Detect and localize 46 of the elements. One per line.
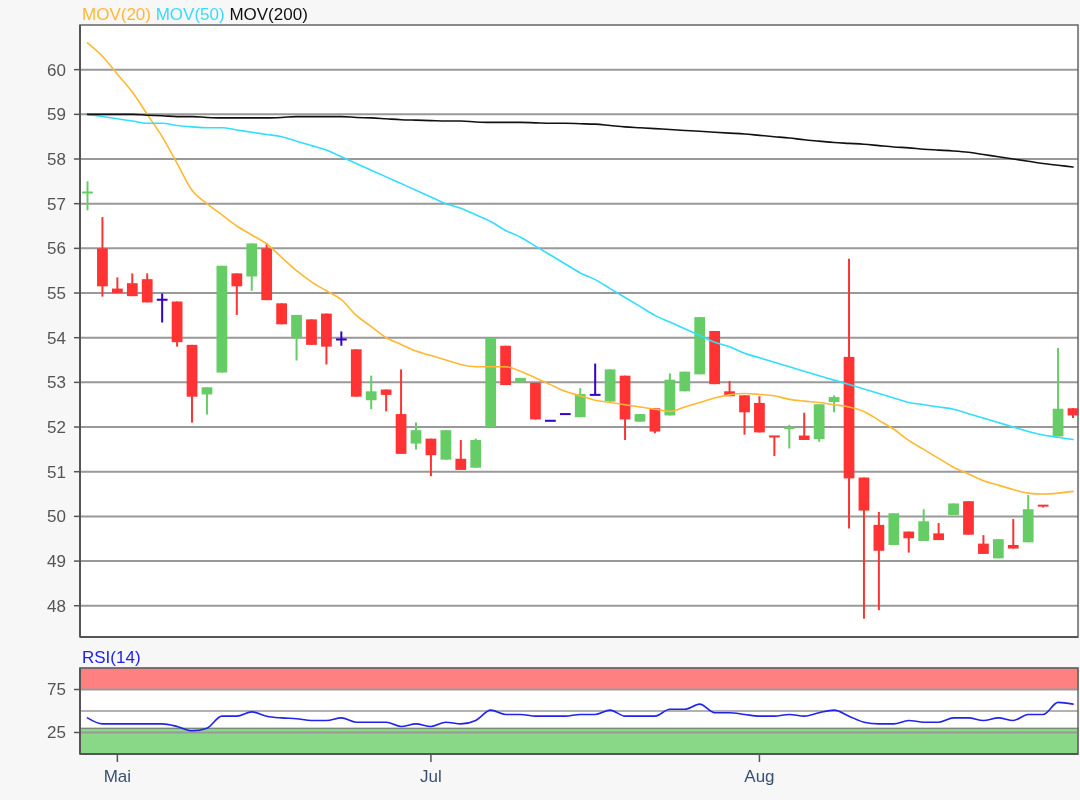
y-tick-label: 51 <box>47 462 66 482</box>
line-series <box>86 701 1074 732</box>
candlestick <box>425 437 437 478</box>
candlestick <box>156 292 168 324</box>
candlestick <box>231 272 243 316</box>
candlestick <box>455 439 467 471</box>
y-tick-label: 48 <box>47 596 66 616</box>
candlestick <box>141 272 153 304</box>
candlestick <box>589 362 601 396</box>
candlestick <box>978 534 989 555</box>
candlestick <box>918 508 930 542</box>
candlestick <box>649 407 661 435</box>
candlestick <box>783 423 795 450</box>
candlestick <box>739 394 750 436</box>
y-tick-label: 53 <box>47 373 66 393</box>
y-tick-label: 50 <box>47 507 66 527</box>
line-series <box>86 42 1074 495</box>
line-series <box>86 113 1074 168</box>
candlestick <box>410 421 422 451</box>
candlestick <box>82 180 93 212</box>
y-tick-label: 59 <box>47 105 66 125</box>
y-tick-label: 49 <box>47 552 66 572</box>
text: MOV(200) <box>224 5 308 24</box>
candlestick <box>201 386 213 416</box>
y-tick-label: 60 <box>47 60 66 80</box>
y-tick-label: 52 <box>47 417 66 437</box>
text: RSI(14) <box>82 648 141 667</box>
y-tick-label: 57 <box>47 194 66 214</box>
candlestick <box>335 330 347 347</box>
x-tick-label: Jul <box>420 767 442 786</box>
y-tick-label: 56 <box>47 239 66 259</box>
y-tick-label: 54 <box>47 328 66 348</box>
candlestick <box>1007 518 1019 550</box>
candlestick <box>365 374 377 411</box>
y-tick-label: 75 <box>47 680 66 700</box>
candlestick <box>768 435 780 458</box>
y-tick-label: 58 <box>47 149 66 169</box>
x-tick-label: Aug <box>744 767 775 786</box>
x-tick-label: Mai <box>103 767 132 786</box>
candlestick <box>798 411 810 441</box>
y-tick-label: 25 <box>47 723 66 743</box>
series-label: MOV(20) <box>82 5 151 24</box>
y-tick-label: 55 <box>47 283 66 303</box>
text: MOV(50) <box>150 5 225 24</box>
candlestick <box>291 313 302 362</box>
candlestick <box>574 387 586 419</box>
